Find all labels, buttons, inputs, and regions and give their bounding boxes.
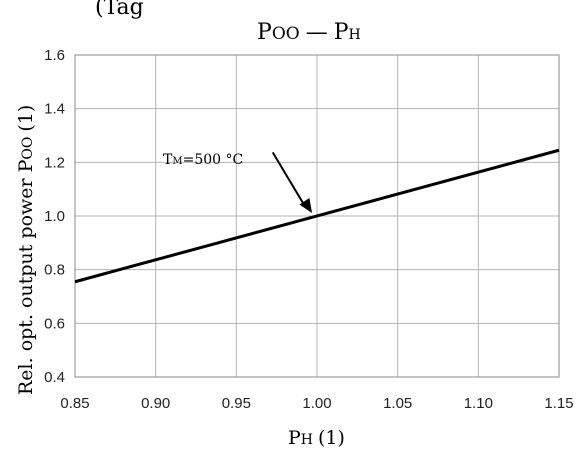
y-axis-label-main: Rel. opt. output power P (15, 159, 37, 395)
annotation-label: TM=500 °C (163, 152, 243, 168)
annotation-sub: M (172, 156, 182, 167)
series-group (74, 148, 560, 284)
annotation-t: T (163, 152, 173, 168)
y-tick-label: 1.4 (44, 101, 65, 118)
series-line (74, 148, 560, 284)
y-tick-label: 1.2 (44, 154, 65, 171)
annotation-rest: =500 °C (183, 152, 244, 168)
chart-title-p: P (257, 20, 272, 45)
x-tick-label: 1.00 (302, 395, 331, 412)
cutoff-text: (Tag (95, 0, 144, 20)
y-tick-labels: 0.4 0.6 0.8 1.0 1.2 1.4 1.6 (44, 47, 65, 386)
chart-title-dash: — (306, 20, 328, 45)
chart-title: POO — PH (257, 20, 361, 45)
y-tick-label: 0.6 (44, 315, 65, 332)
x-axis-label-p: P (288, 427, 301, 449)
y-tick-label: 0.4 (44, 369, 65, 386)
plot-frame (74, 54, 560, 378)
annotation-arrow-shaft (271, 151, 307, 209)
chart-title-sub2: H (349, 27, 361, 43)
chart-title-sub1: OO (272, 24, 300, 44)
x-axis-label-sub: H (301, 432, 313, 448)
y-tick-label: 1.0 (44, 208, 65, 225)
x-tick-label: 0.85 (60, 395, 89, 412)
x-tick-label: 0.95 (222, 395, 251, 412)
x-tick-label: 1.10 (464, 395, 493, 412)
annotation-arrow-head (299, 197, 312, 213)
x-tick-label: 1.15 (544, 395, 573, 412)
x-tick-label: 1.05 (383, 395, 412, 412)
y-axis-label: Rel. opt. output power POO (1) (15, 105, 37, 395)
y-axis-label-sub: OO (20, 137, 36, 160)
plot-border (74, 54, 560, 378)
chart-title-p2: P (334, 20, 349, 45)
y-tick-label: 0.8 (44, 262, 65, 279)
x-axis-label-unit: (1) (318, 427, 345, 449)
x-tick-labels: 0.85 0.90 0.95 1.00 1.05 1.10 1.15 (60, 395, 573, 412)
x-tick-label: 0.90 (141, 395, 170, 412)
y-axis-label-unit: (1) (15, 105, 37, 132)
x-axis-label: PH (1) (288, 427, 345, 449)
y-tick-label: 1.6 (44, 47, 65, 64)
annotation-arrow (271, 151, 312, 213)
